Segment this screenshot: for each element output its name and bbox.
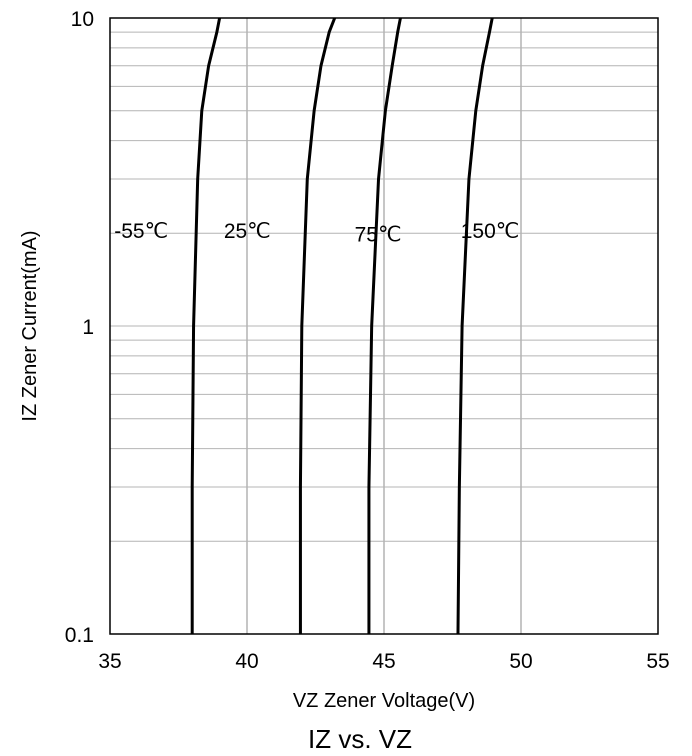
- series-line: [367, 17, 402, 634]
- y-tick-label: 1: [82, 316, 94, 339]
- y-axis-label: IZ Zener Current(mA): [19, 230, 41, 421]
- plot-frame: [109, 17, 659, 635]
- y-tick-label: 10: [71, 8, 94, 31]
- x-tick-label: 45: [372, 650, 395, 673]
- series-line: [190, 17, 222, 634]
- x-axis-label: VZ Zener Voltage(V): [293, 690, 475, 712]
- x-tick-label: 40: [235, 650, 258, 673]
- x-tick-label: 35: [98, 650, 121, 673]
- x-tick-label: 50: [509, 650, 532, 673]
- series-label: 25℃: [224, 220, 271, 243]
- series-label: 150℃: [461, 220, 520, 243]
- series-label: 75℃: [355, 223, 402, 246]
- grid: [110, 18, 658, 634]
- series-lines: [190, 17, 494, 635]
- series-line: [298, 17, 337, 634]
- series-label: -55℃: [114, 220, 168, 243]
- series-line: [456, 17, 494, 635]
- y-tick-label: 0.1: [65, 624, 94, 647]
- y-axis-ticks: 0.1 1 10: [65, 8, 94, 647]
- x-axis-ticks: 35 40 45 50 55: [98, 650, 669, 673]
- x-tick-label: 55: [646, 650, 669, 673]
- series-labels: -55℃ 25℃ 75℃ 150℃: [114, 220, 519, 246]
- chart-title: IZ vs. VZ: [308, 724, 412, 754]
